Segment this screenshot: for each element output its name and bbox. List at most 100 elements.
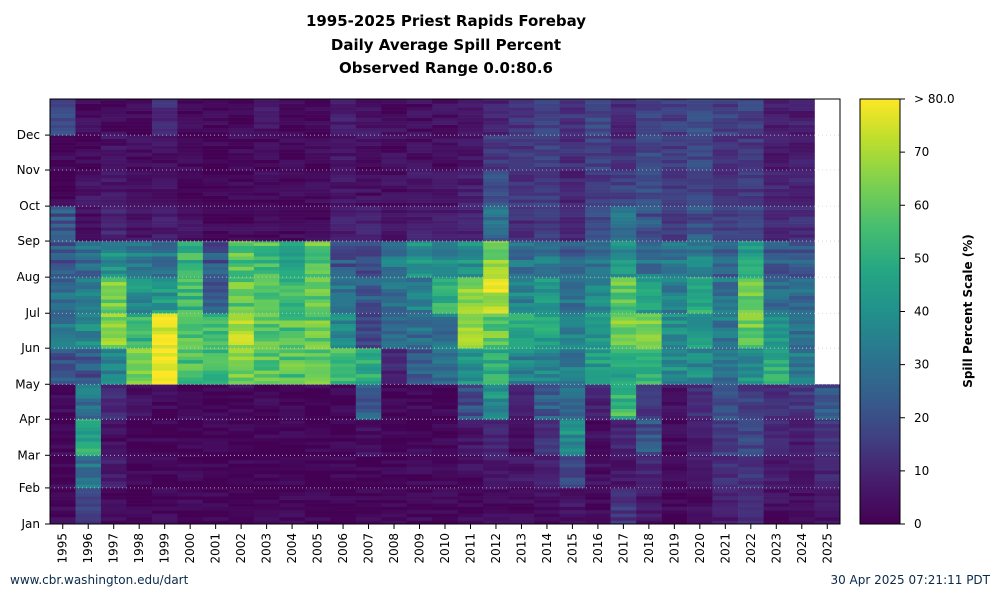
- heatmap-cell: [406, 370, 433, 375]
- heatmap-cell: [585, 270, 611, 274]
- heatmap-cell: [636, 273, 662, 278]
- heatmap-cell: [763, 380, 790, 385]
- heatmap-cell: [330, 323, 357, 328]
- heatmap-cell: [508, 473, 535, 478]
- heatmap-cell: [330, 202, 357, 207]
- footer-source-url[interactable]: www.cbr.washington.edu/dart: [10, 573, 189, 587]
- heatmap-cell: [457, 456, 484, 461]
- heatmap-cell: [330, 100, 357, 104]
- heatmap-cell: [126, 192, 153, 196]
- heatmap-cell: [355, 128, 382, 132]
- heatmap-cell: [534, 363, 560, 368]
- heatmap-cell: [610, 128, 637, 132]
- heatmap-cell: [789, 487, 815, 490]
- x-tick-label: 2024: [795, 533, 809, 564]
- heatmap-cell: [100, 227, 127, 231]
- heatmap-cell: [712, 281, 739, 286]
- heatmap-cell: [406, 419, 433, 421]
- heatmap-cell: [126, 266, 153, 271]
- heatmap-cell: [559, 473, 586, 478]
- heatmap-cell: [534, 330, 560, 335]
- heatmap-cell: [75, 316, 102, 321]
- heatmap-cell: [585, 259, 611, 264]
- heatmap-cell: [534, 188, 560, 193]
- heatmap-cell: [202, 489, 229, 493]
- heatmap-cell: [636, 330, 662, 335]
- heatmap-cell: [304, 427, 331, 432]
- heatmap-cell: [763, 415, 790, 420]
- heatmap-cell: [355, 306, 382, 311]
- heatmap-cell: [432, 249, 459, 253]
- heatmap-cell: [432, 455, 459, 457]
- heatmap-cell: [610, 306, 637, 311]
- heatmap-cell: [228, 330, 255, 335]
- heatmap-cell: [406, 473, 433, 478]
- heatmap-cell: [636, 263, 662, 267]
- heatmap-cell: [789, 341, 815, 345]
- heatmap-cell: [406, 199, 433, 203]
- heatmap-cell: [253, 387, 280, 392]
- heatmap-cell: [151, 492, 178, 497]
- heatmap-cell: [712, 166, 739, 171]
- heatmap-cell: [253, 149, 280, 153]
- heatmap-cell: [75, 213, 102, 217]
- heatmap-cell: [559, 510, 586, 514]
- heatmap-cell: [126, 223, 153, 228]
- heatmap-cell: [126, 270, 153, 274]
- heatmap-cell: [457, 192, 484, 196]
- heatmap-cell: [228, 517, 255, 521]
- heatmap-cell: [610, 299, 637, 304]
- heatmap-cell: [432, 166, 459, 171]
- heatmap-cell: [483, 341, 510, 345]
- heatmap-cell: [508, 373, 535, 378]
- heatmap-cell: [763, 448, 790, 453]
- heatmap-cell: [355, 441, 382, 446]
- heatmap-cell: [304, 181, 331, 186]
- heatmap-cell: [406, 185, 433, 189]
- heatmap-cell: [559, 99, 586, 101]
- heatmap-cell: [228, 163, 255, 167]
- heatmap-cell: [100, 223, 127, 228]
- heatmap-cell: [279, 195, 306, 200]
- heatmap-cell: [738, 398, 764, 403]
- heatmap-cell: [253, 427, 280, 432]
- heatmap-cell: [789, 302, 815, 307]
- heatmap-cell: [585, 384, 611, 389]
- heatmap-cell: [534, 234, 560, 238]
- heatmap-cell: [610, 145, 637, 150]
- heatmap-cell: [100, 387, 127, 392]
- heatmap-cell: [100, 220, 127, 224]
- heatmap-cell: [432, 259, 459, 264]
- heatmap-cell: [304, 419, 331, 421]
- heatmap-cell: [814, 506, 841, 511]
- heatmap-cell: [151, 156, 178, 160]
- heatmap-cell: [763, 241, 790, 243]
- heatmap-cell: [610, 292, 637, 297]
- heatmap-cell: [585, 363, 611, 368]
- heatmap-cell: [381, 484, 408, 489]
- heatmap-cell: [75, 114, 102, 118]
- heatmap-cell: [228, 506, 255, 511]
- heatmap-cell: [228, 192, 255, 196]
- chart-title-line-2: Daily Average Spill Percent: [330, 36, 562, 54]
- heatmap-cell: [177, 263, 204, 267]
- heatmap-cell: [789, 363, 815, 368]
- heatmap-cell: [636, 288, 662, 293]
- heatmap-cell: [534, 415, 560, 420]
- heatmap-cell: [50, 473, 76, 478]
- heatmap-cell: [253, 496, 280, 500]
- heatmap-cell: [610, 359, 637, 364]
- heatmap-cell: [738, 352, 764, 357]
- heatmap-cell: [508, 135, 535, 139]
- heatmap-cell: [355, 344, 382, 349]
- heatmap-cell: [381, 363, 408, 368]
- heatmap-cell: [559, 430, 586, 435]
- heatmap-cell: [177, 223, 204, 228]
- heatmap-cell: [381, 352, 408, 357]
- heatmap-cell: [202, 348, 229, 350]
- heatmap-cell: [202, 230, 229, 235]
- heatmap-cell: [610, 181, 637, 186]
- heatmap-cell: [687, 166, 713, 171]
- heatmap-cell: [483, 444, 510, 449]
- heatmap-cell: [126, 387, 153, 392]
